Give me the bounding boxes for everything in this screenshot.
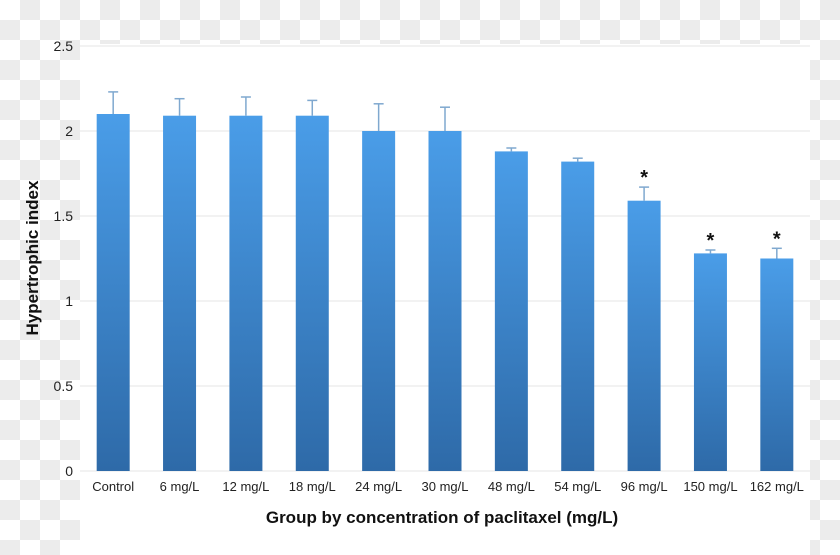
significance-marker: * — [773, 228, 781, 250]
bar — [163, 115, 197, 471]
x-tick-label: 6 mg/L — [160, 479, 200, 494]
y-tick-label: 1.5 — [54, 208, 74, 224]
bar — [627, 200, 661, 471]
bar — [229, 115, 263, 471]
y-tick-label: 1 — [65, 293, 73, 309]
bar — [428, 131, 462, 471]
y-axis-label: Hypertrophic index — [23, 180, 42, 335]
bar — [494, 151, 528, 471]
bar — [96, 114, 130, 471]
x-tick-label: 96 mg/L — [621, 479, 668, 494]
bar — [295, 115, 329, 471]
bar — [693, 253, 727, 471]
bar — [760, 258, 794, 471]
x-axis-label: Group by concentration of paclitaxel (mg… — [266, 508, 618, 527]
x-tick-label: 162 mg/L — [750, 479, 804, 494]
y-tick-label: 0.5 — [54, 378, 74, 394]
y-tick-label: 0 — [65, 463, 73, 479]
significance-marker: * — [707, 230, 715, 252]
y-tick-label: 2.5 — [54, 38, 74, 54]
x-tick-label: 12 mg/L — [222, 479, 269, 494]
x-tick-label: 30 mg/L — [422, 479, 469, 494]
x-tick-label: 18 mg/L — [289, 479, 336, 494]
x-tick-label: 150 mg/L — [683, 479, 737, 494]
x-tick-label: 24 mg/L — [355, 479, 402, 494]
x-tick-label: Control — [92, 479, 134, 494]
x-tick-label: 48 mg/L — [488, 479, 535, 494]
y-tick-label: 2 — [65, 123, 73, 139]
bar — [561, 161, 595, 471]
significance-marker: * — [640, 167, 648, 189]
x-tick-label: 54 mg/L — [554, 479, 601, 494]
bar — [362, 131, 396, 471]
